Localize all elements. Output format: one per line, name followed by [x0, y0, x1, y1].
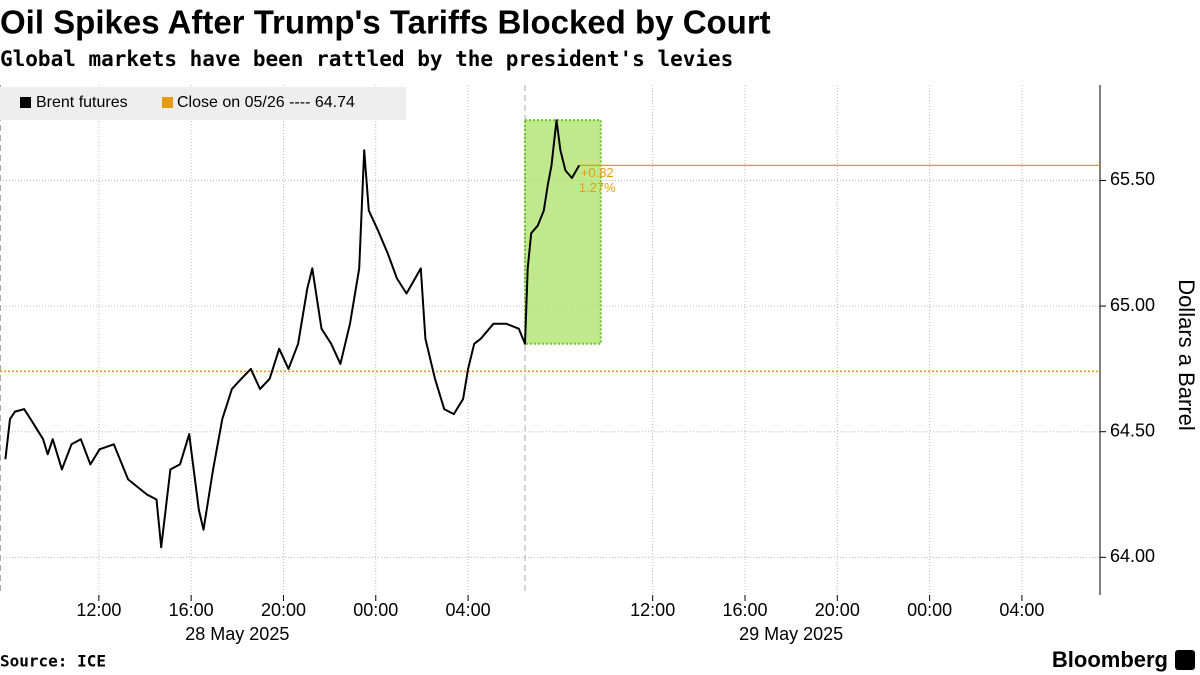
legend-box: [0, 87, 406, 120]
x-tick-label: 16:00: [722, 600, 767, 620]
chart-title: Oil Spikes After Trump's Tariffs Blocked…: [0, 4, 771, 41]
legend-label: Close on 05/26 ---- 64.74: [177, 94, 355, 111]
annotation: 1.27%: [579, 180, 616, 195]
y-tick-label: 64.00: [1110, 546, 1155, 566]
y-tick-label: 65.00: [1110, 295, 1155, 315]
annotation: +0.82: [581, 165, 614, 180]
x-tick-label: 20:00: [815, 600, 860, 620]
legend-label: Brent futures: [36, 94, 128, 111]
legend-swatch: [162, 97, 173, 108]
y-tick-label: 65.50: [1110, 169, 1155, 189]
source: Source: ICE: [0, 652, 106, 671]
brand: Bloomberg: [1052, 647, 1168, 672]
date-label: 29 May 2025: [739, 624, 843, 644]
x-tick-label: 12:00: [630, 600, 675, 620]
x-tick-label: 04:00: [999, 600, 1044, 620]
date-label: 28 May 2025: [185, 624, 289, 644]
x-tick-label: 00:00: [907, 600, 952, 620]
x-tick-label: 12:00: [76, 600, 121, 620]
y-tick-label: 64.50: [1110, 420, 1155, 440]
x-tick-label: 20:00: [261, 600, 306, 620]
brand-logo: [1175, 650, 1195, 670]
x-tick-label: 16:00: [169, 600, 214, 620]
series-line: [4, 119, 581, 549]
legend-swatch: [20, 97, 31, 108]
y-axis-label: Dollars a Barrel: [1174, 279, 1199, 431]
x-tick-label: 00:00: [353, 600, 398, 620]
chart-subtitle: Global markets have been rattled by the …: [0, 47, 733, 71]
x-tick-label: 04:00: [446, 600, 491, 620]
highlight-box: [524, 119, 602, 345]
